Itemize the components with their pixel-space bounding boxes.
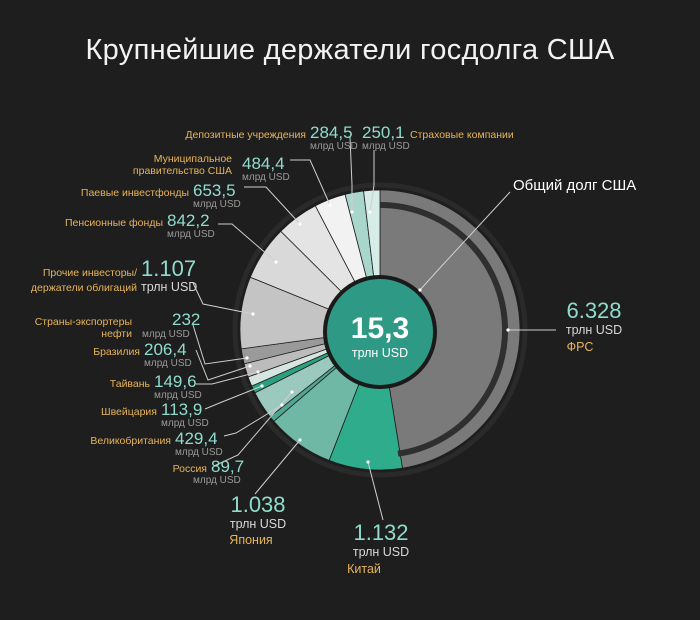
label-brazil-name: Бразилия <box>93 346 140 358</box>
chart-title: Крупнейшие держатели госдолга США <box>85 34 615 66</box>
label-deposit-value: 284,5 <box>310 123 353 142</box>
label-uk-unit: млрд USD <box>175 447 223 458</box>
label-russia-name: Россия <box>173 463 207 475</box>
label-other-name2: держатели облигаций <box>31 282 137 294</box>
label-russia-unit: млрд USD <box>193 475 241 486</box>
label-other-unit: трлн USD <box>141 280 197 294</box>
label-oil-unit: млрд USD <box>142 329 190 340</box>
label-other-value: 1.107 <box>141 256 196 281</box>
label-taiwan-name: Тайвань <box>110 378 151 390</box>
label-china-value: 1.132 <box>353 520 408 545</box>
label-oil-name2: нефти <box>101 328 132 340</box>
label-japan-name: Япония <box>229 533 272 547</box>
label-pension-value: 842,2 <box>167 211 210 230</box>
label-municipal-value: 484,4 <box>242 154 285 173</box>
label-japan-value: 1.038 <box>230 492 285 517</box>
label-oil-value: 232 <box>172 310 200 329</box>
center-circle <box>323 275 437 389</box>
label-taiwan-value: 149,6 <box>154 372 197 391</box>
label-china-unit: трлн USD <box>353 545 409 559</box>
center-unit: трлн USD <box>352 346 408 360</box>
label-municipal-name2: правительство США <box>133 165 232 177</box>
label-insurance-value: 250,1 <box>362 123 405 142</box>
label-mutual-unit: млрд USD <box>193 199 241 210</box>
label-pension-unit: млрд USD <box>167 229 215 240</box>
fed-inner-ring <box>379 202 508 457</box>
label-mutual-value: 653,5 <box>193 181 236 200</box>
leader-lines <box>192 136 556 521</box>
label-swiss-unit: млрд USD <box>161 418 209 429</box>
label-deposit-name: Депозитные учреждения <box>185 129 306 141</box>
label-fed-value: 6.328 <box>566 298 621 323</box>
leader-dots <box>245 203 510 464</box>
label-china-name: Китай <box>347 562 381 576</box>
label-insurance-unit: млрд USD <box>362 141 410 152</box>
label-fed-unit: трлн USD <box>566 323 622 337</box>
label-uk-name: Великобритания <box>90 435 171 447</box>
label-uk-value: 429,4 <box>175 429 218 448</box>
label-fed-name: ФРС <box>567 340 594 354</box>
label-russia-value: 89,7 <box>211 457 244 476</box>
label-swiss-value: 113,9 <box>161 400 202 419</box>
label-municipal-unit: млрд USD <box>242 172 290 183</box>
total-debt-label: Общий долг США <box>513 177 636 194</box>
label-mutual-name: Паевые инвестфонды <box>81 187 189 199</box>
label-taiwan-unit: млрд USD <box>154 390 202 401</box>
label-deposit-unit: млрд USD <box>310 141 358 152</box>
label-brazil-unit: млрд USD <box>144 358 192 369</box>
label-insurance-name: Страховые компании <box>410 129 514 141</box>
label-swiss-name: Швейцария <box>101 406 157 418</box>
label-other-name1: Прочие инвесторы/ <box>43 267 137 279</box>
label-pension-name: Пенсионные фонды <box>65 217 163 229</box>
label-brazil-value: 206,4 <box>144 340 187 359</box>
label-oil-name1: Страны-экспортеры <box>35 316 132 328</box>
center-value: 15,3 <box>351 312 409 345</box>
label-japan-unit: трлн USD <box>230 517 286 531</box>
label-municipal-name1: Муниципальное <box>154 153 232 165</box>
